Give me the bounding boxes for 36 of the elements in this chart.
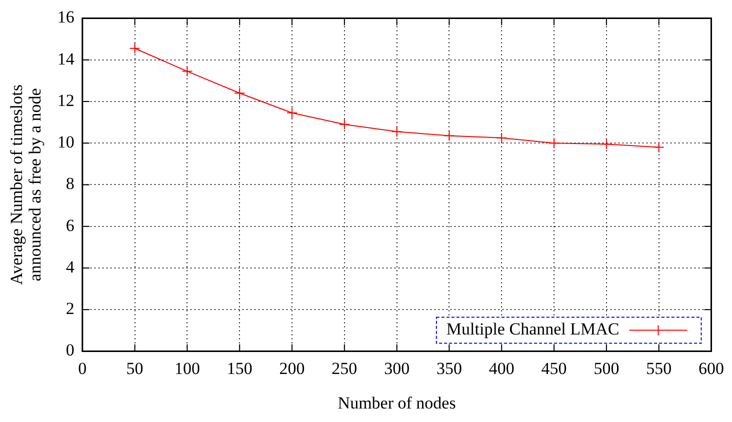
x-tick-label: 500 <box>594 358 620 378</box>
point <box>653 142 664 153</box>
y-tick-label: 4 <box>66 257 75 276</box>
y-tick-label: 0 <box>66 340 74 360</box>
x-axis-title: Number of nodes <box>338 393 456 412</box>
y-tick-label: 6 <box>66 216 74 235</box>
point <box>234 88 246 99</box>
x-tick-label: 350 <box>436 358 462 378</box>
y-tick-label: 8 <box>66 174 74 194</box>
x-tick-label: 100 <box>174 358 200 378</box>
point <box>548 138 560 149</box>
y-tick-label: 14 <box>57 49 75 68</box>
point <box>129 42 140 54</box>
x-tick-label: 450 <box>541 358 567 378</box>
x-tick-label: 600 <box>698 358 724 378</box>
point <box>391 126 402 138</box>
point <box>444 130 455 142</box>
y-tick-label: 16 <box>57 8 74 27</box>
x-tick-label: 550 <box>646 358 672 378</box>
y-axis-title: Average Number of timeslots announced as free by a node <box>6 84 45 285</box>
y-tick-label: 12 <box>57 90 74 110</box>
point <box>496 132 508 144</box>
y-tick-label: 10 <box>57 132 74 152</box>
legend-label: Multiple Channel LMAC <box>446 320 620 339</box>
x-tick-label: 50 <box>126 358 144 378</box>
point <box>182 66 193 77</box>
point <box>286 107 298 118</box>
x-tick-label: 400 <box>488 358 514 378</box>
y-tick-label: 2 <box>66 299 74 318</box>
x-tick-label: 0 <box>78 358 87 378</box>
x-tick-label: 200 <box>279 358 305 378</box>
x-tick-label: 250 <box>332 358 358 378</box>
x-tick-label: 150 <box>226 358 252 378</box>
point <box>338 118 350 130</box>
point <box>600 138 612 150</box>
x-tick-label: 300 <box>384 358 410 378</box>
